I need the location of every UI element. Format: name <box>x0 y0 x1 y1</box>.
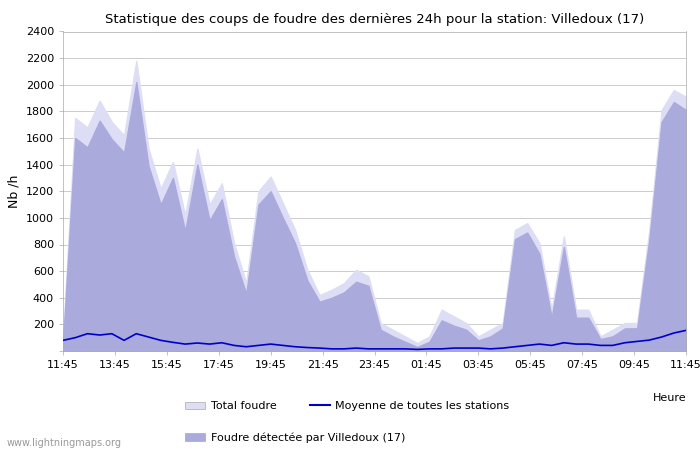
Y-axis label: Nb /h: Nb /h <box>7 175 20 208</box>
Legend: Foudre détectée par Villedoux (17): Foudre détectée par Villedoux (17) <box>181 428 410 448</box>
Text: www.lightningmaps.org: www.lightningmaps.org <box>7 438 122 448</box>
Text: Heure: Heure <box>652 392 686 403</box>
Title: Statistique des coups de foudre des dernières 24h pour la station: Villedoux (17: Statistique des coups de foudre des dern… <box>105 13 644 26</box>
